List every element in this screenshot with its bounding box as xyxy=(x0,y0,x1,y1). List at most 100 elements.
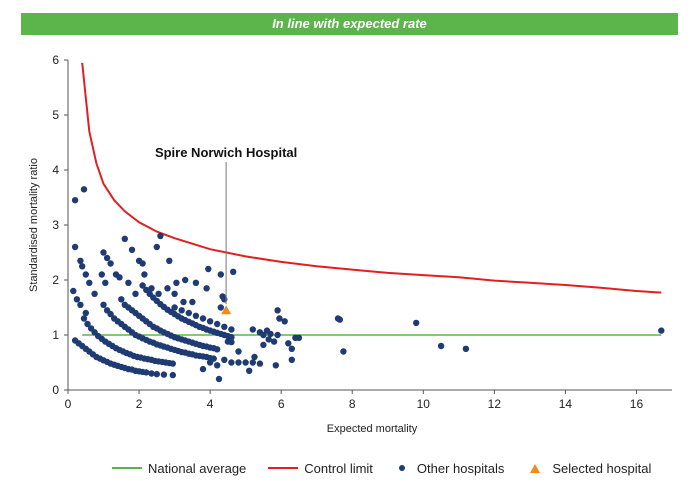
hospital-point xyxy=(71,197,79,204)
hospital-point xyxy=(80,315,88,322)
title-banner: In line with expected rate xyxy=(21,13,678,35)
hospital-point xyxy=(121,235,128,242)
hospital-point xyxy=(235,348,242,355)
hospital-point xyxy=(185,309,192,317)
hospital-point xyxy=(141,271,148,278)
hospital-point xyxy=(91,290,98,297)
hospital-point xyxy=(116,274,123,281)
hospital-point xyxy=(107,260,114,267)
legend-swatch-line xyxy=(268,467,299,469)
x-tick-label: 14 xyxy=(559,397,573,411)
hospital-point xyxy=(180,298,187,306)
hospital-point xyxy=(189,298,196,306)
y-tick-label: 0 xyxy=(52,383,59,397)
hospital-point xyxy=(205,265,212,273)
hospital-point xyxy=(260,331,267,339)
hospital-point xyxy=(230,268,237,275)
hospital-point xyxy=(221,323,228,330)
hospital-point xyxy=(77,257,84,264)
hospital-point xyxy=(98,271,106,278)
x-tick-label: 0 xyxy=(65,397,72,411)
x-tick-label: 2 xyxy=(136,397,143,411)
hospital-point xyxy=(125,279,132,286)
hospital-point xyxy=(235,359,242,366)
hospital-point xyxy=(281,318,288,325)
hospital-point xyxy=(100,249,107,256)
hospital-point xyxy=(73,296,81,303)
series-lines-group xyxy=(81,62,662,336)
legend-label: Other hospitals xyxy=(416,460,505,476)
hospital-point xyxy=(173,279,180,286)
hospital-point xyxy=(276,315,283,322)
hospital-point xyxy=(171,304,178,311)
hospital-point xyxy=(288,345,295,352)
annotation-label: Spire Norwich Hospital xyxy=(155,145,297,160)
hospital-point xyxy=(148,370,155,377)
y-tick-label: 3 xyxy=(52,218,59,232)
hospital-point xyxy=(285,340,292,347)
legend-swatch-triangle-icon xyxy=(530,463,541,473)
y-tick-label: 6 xyxy=(52,53,59,67)
hospital-point xyxy=(84,320,91,328)
hospital-point xyxy=(160,371,168,378)
hospital-point xyxy=(143,369,150,376)
hospital-point xyxy=(166,257,173,264)
hospital-point xyxy=(71,243,79,251)
hospital-point xyxy=(153,243,160,251)
hospital-point xyxy=(251,353,258,361)
y-tick-label: 2 xyxy=(52,273,59,287)
hospital-point xyxy=(336,316,343,323)
hospital-point xyxy=(295,334,303,341)
hospital-point xyxy=(157,232,164,240)
legend-swatch-dot-icon xyxy=(398,465,405,471)
hospital-point xyxy=(79,263,86,270)
hospital-point xyxy=(82,309,90,317)
annotation-group: Spire Norwich Hospital xyxy=(155,145,297,305)
hospital-point xyxy=(228,334,235,341)
hospital-point xyxy=(462,345,470,352)
y-tick-label: 1 xyxy=(52,328,59,342)
hospital-point xyxy=(164,285,171,292)
hospital-point xyxy=(221,356,228,363)
hospital-point xyxy=(77,301,84,308)
hospital-point xyxy=(217,271,224,278)
hospital-point xyxy=(80,186,88,193)
x-tick-label: 8 xyxy=(349,397,356,411)
y-axis-title: Standardised mortality ratio xyxy=(28,158,40,292)
hospital-point xyxy=(199,365,207,373)
hospital-point xyxy=(102,279,109,286)
hospital-point xyxy=(148,285,155,292)
legend-swatch-line xyxy=(112,467,142,469)
legend-label: Selected hospital xyxy=(552,460,652,476)
control-limit-line xyxy=(81,62,662,294)
hospital-point xyxy=(100,301,107,308)
hospital-point xyxy=(86,279,93,286)
y-tick-label: 5 xyxy=(52,108,59,122)
hospital-point xyxy=(249,359,256,366)
legend: National average Control limit Other hos… xyxy=(112,458,673,478)
hospital-point xyxy=(203,285,210,292)
hospital-point xyxy=(199,315,207,322)
hospital-point xyxy=(206,318,214,325)
points-group xyxy=(70,186,665,383)
hospital-point xyxy=(217,304,224,311)
x-tick-label: 4 xyxy=(207,397,214,411)
hospital-point xyxy=(658,327,665,334)
hospital-point xyxy=(139,260,146,267)
hospital-point xyxy=(155,290,162,297)
hospital-point xyxy=(288,356,295,363)
hospital-point xyxy=(103,254,111,262)
legend-label: Control limit xyxy=(304,460,373,476)
hospital-point xyxy=(70,287,77,295)
hospital-point xyxy=(215,375,223,383)
hospital-point xyxy=(246,367,253,374)
hospital-point xyxy=(267,330,274,338)
hospital-point xyxy=(178,307,185,314)
hospital-point xyxy=(139,282,146,289)
hospital-point xyxy=(274,331,281,339)
hospital-point xyxy=(82,271,90,278)
hospital-point xyxy=(260,341,267,349)
x-axis-title: Expected mortality xyxy=(327,423,418,435)
y-tick-label: 4 xyxy=(52,163,59,177)
